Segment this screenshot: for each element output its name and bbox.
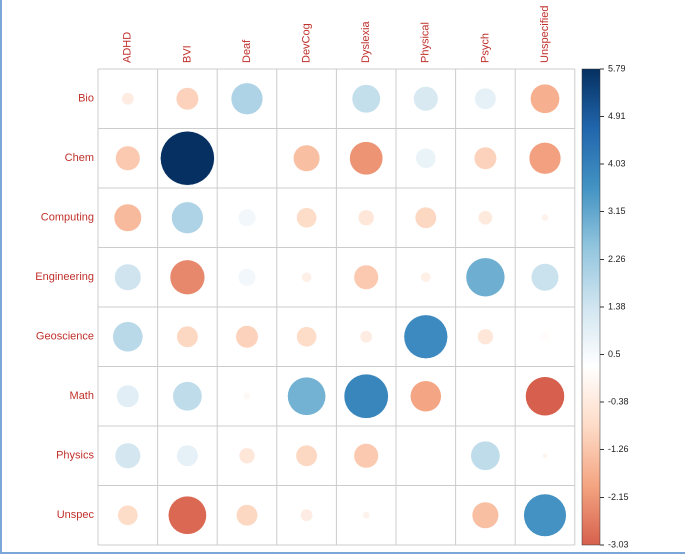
correlation-circle [474, 87, 497, 110]
correlation-circle [301, 271, 312, 283]
correlation-circle [415, 147, 437, 169]
correlation-circle [238, 268, 256, 287]
column-label: Dyslexia [360, 21, 372, 63]
color-bar-label: -3.03 [608, 539, 629, 549]
column-label: Psych [479, 33, 491, 63]
correlation-circle [121, 92, 135, 106]
correlation-circle [531, 263, 559, 292]
color-bar-label: -2.15 [608, 492, 629, 502]
correlation-circle [235, 325, 259, 349]
correlation-circle [115, 145, 141, 171]
column-label: ADHD [122, 32, 134, 63]
correlation-circle [413, 86, 439, 112]
correlation-circle [478, 210, 493, 226]
column-label: Deaf [241, 39, 253, 63]
correlation-circle [465, 257, 506, 297]
correlation-circle [541, 213, 549, 222]
correlation-circle [353, 264, 379, 290]
correlation-circle [114, 442, 141, 469]
correlation-circle [477, 328, 494, 345]
correlation-circle [420, 271, 432, 283]
correlation-circle [525, 376, 565, 417]
row-label: Geoscience [36, 331, 94, 343]
correlation-circle [300, 508, 313, 522]
row-label: Math [70, 390, 94, 402]
color-bar-label: 3.15 [608, 206, 626, 216]
correlation-circle [160, 131, 215, 186]
column-label: Unspecified [539, 6, 551, 63]
correlation-circle [349, 141, 384, 176]
color-bar-label: 5.79 [608, 63, 626, 73]
correlation-circle [116, 384, 140, 408]
correlation-circle [176, 444, 199, 467]
correlation-circle [295, 444, 318, 467]
correlation-circle [470, 440, 501, 471]
color-bar [581, 68, 601, 546]
correlation-circle [530, 83, 560, 114]
color-bar-label: 2.26 [608, 254, 626, 264]
color-bar-label: -1.26 [608, 444, 629, 454]
color-bar-label: 4.91 [608, 111, 626, 121]
correlation-circle [528, 142, 562, 175]
row-label: Bio [78, 93, 94, 105]
correlation-circle [359, 330, 373, 344]
correlation-circle [230, 82, 264, 115]
correlation-circle [353, 443, 379, 469]
row-label: Engineering [35, 271, 94, 283]
correlation-circle [358, 209, 375, 226]
correlation-circle [236, 504, 258, 527]
correlation-circle [112, 321, 144, 353]
correlation-circle [171, 201, 204, 234]
row-label: Physics [56, 450, 94, 462]
correlation-circle [238, 447, 256, 464]
correlation-circle [410, 380, 442, 412]
correlation-circle [168, 495, 207, 535]
correlation-circle [542, 452, 548, 459]
correlation-circle [169, 259, 206, 295]
color-bar-label: -0.38 [608, 396, 629, 406]
color-bar-label: 1.38 [608, 301, 626, 311]
correlation-circle [114, 263, 142, 291]
correlation-circle [473, 146, 497, 170]
correlation-circle [403, 314, 448, 359]
correlation-circle [113, 203, 142, 232]
correlation-circle [414, 206, 437, 229]
correlation-circle [117, 504, 139, 526]
color-bar-label: 0.5 [608, 349, 621, 359]
column-label: DevCog [301, 23, 313, 63]
correlation-circle [296, 207, 317, 229]
correlation-circle [238, 208, 256, 227]
correlation-circle [296, 326, 317, 348]
correlation-circle [362, 511, 370, 520]
color-bar-label: 4.03 [608, 158, 626, 168]
row-label: Computing [41, 212, 94, 224]
column-label: Physical [420, 22, 432, 63]
correlation-circle [243, 392, 251, 401]
column-label: BVI [181, 45, 193, 63]
correlation-circle [351, 84, 381, 114]
correlation-circle [287, 376, 326, 416]
correlation-circle [175, 87, 199, 111]
correlation-circle [172, 381, 203, 412]
correlation-circle [471, 501, 499, 529]
correlation-circle [539, 331, 551, 343]
correlation-circle [343, 373, 389, 419]
correlation-circle [523, 493, 567, 537]
correlation-circle [176, 325, 199, 348]
row-label: Unspec [57, 509, 95, 521]
correlation-circle [293, 144, 321, 172]
row-label: Chem [65, 152, 94, 164]
